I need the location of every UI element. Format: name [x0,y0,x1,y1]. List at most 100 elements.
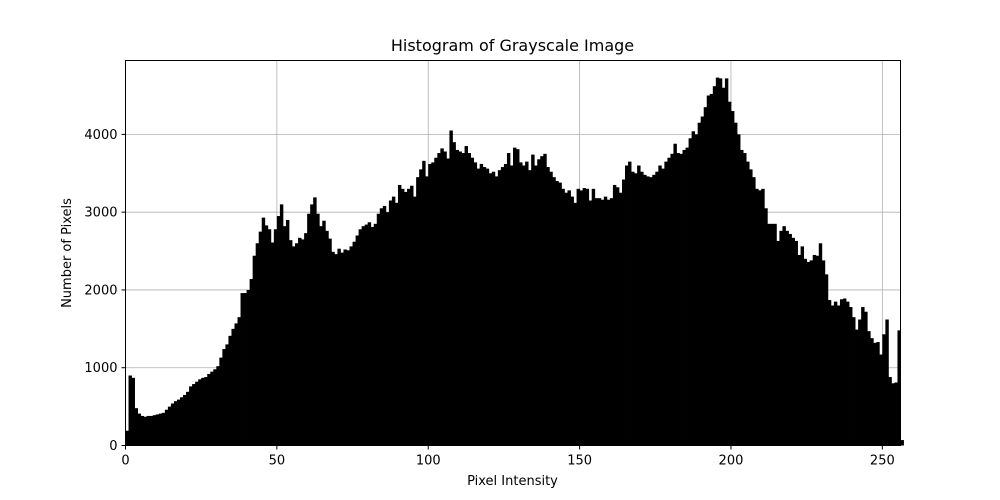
histogram-bar [346,250,350,446]
histogram-bar [670,153,674,446]
histogram-bar [737,134,741,446]
histogram-bar [824,274,829,446]
histogram-bar [334,254,338,446]
histogram-bar [173,401,178,446]
histogram-bar [555,181,559,446]
histogram-bar [549,171,553,446]
histogram-bar [888,377,892,446]
histogram-bar [304,233,308,446]
histogram-bar [537,159,541,446]
histogram-bars [125,77,904,446]
histogram-bar [764,208,768,446]
histogram-bar [146,415,151,446]
histogram-bar [706,95,711,446]
histogram-bar [400,188,405,446]
histogram-bar [500,167,505,446]
histogram-bar [446,158,450,446]
histogram-bar [646,176,650,446]
histogram-bar [818,243,823,446]
histogram-bar [128,375,132,446]
histogram-bar [137,413,142,446]
histogram-bar [658,165,662,446]
histogram-bar [391,196,396,446]
histogram-bar [552,177,556,446]
histogram-bar [249,279,254,446]
histogram-bar [186,391,190,446]
histogram-bar [727,101,732,446]
histogram-bar [558,182,562,446]
histogram-bar [388,200,393,446]
histogram-bar [858,319,862,446]
histogram-bar [809,260,814,446]
histogram-bar [149,415,154,446]
histogram-bar [628,161,632,446]
histogram-bar [791,237,795,446]
x-tick-label: 200 [719,454,744,469]
histogram-bar [733,122,738,446]
histogram-bar [207,373,211,446]
histogram-bar [637,165,641,446]
histogram-bar [140,415,145,446]
histogram-bar [340,252,344,446]
histogram-bar [431,162,435,446]
histogram-bar [894,382,898,446]
histogram-bar [352,241,356,446]
histogram-bar [461,153,465,446]
histogram-bar [534,165,538,446]
histogram-bar [470,157,475,446]
histogram-bar [740,149,744,446]
histogram-bar [364,224,369,446]
histogram-bar [794,240,798,446]
histogram-bar [298,237,302,446]
histogram-bar [815,255,820,446]
histogram-bar [198,379,202,446]
histogram-bar [152,415,157,446]
histogram-bar [833,301,838,446]
histogram-bar [718,78,723,446]
histogram-bar [506,153,511,446]
histogram-bar [882,334,886,446]
histogram-bar [443,151,447,446]
histogram-bar [476,168,481,446]
histogram-bar [561,188,565,446]
histogram-bar [849,307,853,446]
histogram-bar [827,300,832,446]
histogram-bar [264,225,269,446]
histogram-bar [158,413,163,446]
histogram-bar [873,342,877,446]
histogram-bar [282,226,287,446]
histogram-bar [482,167,487,446]
histogram-bar [437,153,441,446]
histogram-bar [724,78,729,446]
histogram-bar [467,153,472,446]
histogram-bar [655,171,659,446]
histogram-bar [631,171,635,446]
histogram-bar [522,165,526,446]
histogram-bar [449,130,453,446]
histogram-bar [370,226,375,446]
histogram-bar [661,168,665,446]
histogram-bar [715,77,720,446]
histogram-bar [652,174,656,446]
histogram-bar [170,403,175,446]
histogram-bar [404,191,408,446]
histogram-bar [779,230,783,446]
histogram-bar [382,205,387,446]
histogram-bar [355,235,360,446]
histogram-bar [603,196,608,446]
histogram-bar [788,233,792,446]
histogram-bar [600,199,605,446]
histogram-bar [634,173,638,446]
x-axis-label: Pixel Intensity [467,474,558,489]
histogram-bar [455,149,459,446]
histogram-bar [767,223,771,446]
histogram-bar [591,188,596,446]
histogram-bar [570,196,574,446]
histogram-bar [125,430,129,446]
histogram-bar [385,212,390,446]
histogram-bar [225,344,229,446]
histogram-bar [782,226,786,446]
histogram-bar [776,240,780,446]
histogram-bar [213,369,217,446]
